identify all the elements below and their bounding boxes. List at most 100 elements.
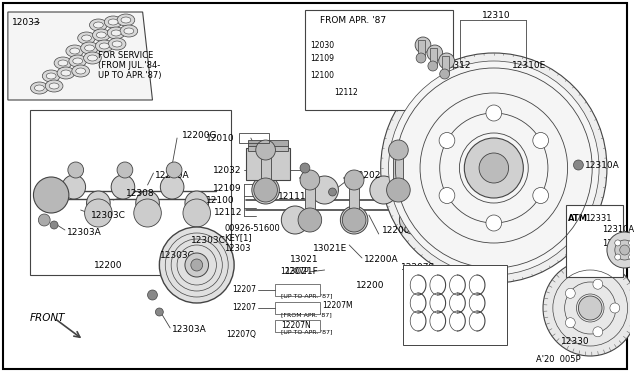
Text: 12200: 12200 <box>94 260 122 269</box>
Text: 12200A: 12200A <box>364 256 399 264</box>
Circle shape <box>615 254 621 260</box>
Bar <box>418 40 425 58</box>
Text: 12303A: 12303A <box>67 228 102 237</box>
Text: UP TO APR.'87): UP TO APR.'87) <box>99 71 162 80</box>
Circle shape <box>387 178 410 202</box>
Circle shape <box>33 177 69 213</box>
Ellipse shape <box>97 32 106 38</box>
Bar <box>29 110 231 275</box>
Text: 12303C: 12303C <box>90 211 125 219</box>
Text: A'20  005P: A'20 005P <box>536 356 580 365</box>
Circle shape <box>439 53 454 69</box>
Ellipse shape <box>31 82 48 94</box>
Text: [UP TO APR. '87]: [UP TO APR. '87] <box>282 294 333 298</box>
Text: 12111: 12111 <box>278 192 307 201</box>
Text: 12303: 12303 <box>224 244 251 253</box>
Text: 12310A: 12310A <box>586 160 620 170</box>
Ellipse shape <box>108 19 118 25</box>
Circle shape <box>486 105 502 121</box>
Text: 12333: 12333 <box>602 238 628 247</box>
Circle shape <box>156 308 163 316</box>
Text: 12207: 12207 <box>232 304 256 312</box>
Circle shape <box>593 279 603 289</box>
Text: 12100: 12100 <box>205 196 234 205</box>
Circle shape <box>388 61 599 275</box>
Bar <box>275 284 320 296</box>
Text: 12207S: 12207S <box>401 263 436 273</box>
Ellipse shape <box>49 83 59 89</box>
Text: 12200: 12200 <box>356 280 385 289</box>
Circle shape <box>282 206 309 234</box>
Circle shape <box>300 163 310 173</box>
Text: 12112: 12112 <box>214 208 242 217</box>
Text: 32202: 32202 <box>352 170 381 180</box>
Text: 13021: 13021 <box>290 256 319 264</box>
Circle shape <box>415 37 431 53</box>
Ellipse shape <box>95 40 113 52</box>
Text: 12310A: 12310A <box>602 224 634 234</box>
Ellipse shape <box>66 45 84 57</box>
Circle shape <box>86 191 110 215</box>
Text: 12312: 12312 <box>443 61 471 70</box>
Circle shape <box>439 132 455 148</box>
Ellipse shape <box>84 45 95 51</box>
Circle shape <box>381 53 607 283</box>
Ellipse shape <box>76 68 86 74</box>
Circle shape <box>620 245 630 255</box>
Circle shape <box>439 187 455 203</box>
Circle shape <box>427 45 443 61</box>
Circle shape <box>256 140 275 160</box>
Text: 12330: 12330 <box>561 337 589 346</box>
Bar <box>248 140 288 146</box>
Ellipse shape <box>77 32 95 44</box>
Circle shape <box>134 199 161 227</box>
Text: 12200G: 12200G <box>182 131 218 140</box>
Circle shape <box>161 175 184 199</box>
Ellipse shape <box>58 60 68 66</box>
Circle shape <box>593 327 603 337</box>
Circle shape <box>340 206 368 234</box>
Circle shape <box>486 215 502 231</box>
Circle shape <box>148 290 157 300</box>
Text: 12303A: 12303A <box>172 326 207 334</box>
Text: 12200G: 12200G <box>381 225 417 234</box>
Ellipse shape <box>93 22 103 28</box>
Ellipse shape <box>108 27 125 39</box>
Ellipse shape <box>72 65 90 77</box>
Circle shape <box>84 199 112 227</box>
Circle shape <box>628 254 635 260</box>
Ellipse shape <box>88 55 97 61</box>
Circle shape <box>479 153 509 183</box>
Circle shape <box>428 61 438 71</box>
Text: 12010: 12010 <box>205 134 234 142</box>
Bar <box>394 150 403 190</box>
Ellipse shape <box>111 30 121 36</box>
Bar <box>246 148 290 180</box>
Text: 12310E: 12310E <box>511 61 546 70</box>
Ellipse shape <box>108 38 126 50</box>
Bar <box>430 48 436 66</box>
Circle shape <box>185 191 209 215</box>
Text: 13021F: 13021F <box>285 267 319 276</box>
Circle shape <box>565 318 575 328</box>
Text: 12032: 12032 <box>212 166 241 174</box>
Ellipse shape <box>54 57 72 69</box>
Bar <box>239 133 269 143</box>
Ellipse shape <box>82 35 92 41</box>
Circle shape <box>399 206 427 234</box>
Circle shape <box>615 240 634 260</box>
Ellipse shape <box>35 85 44 91</box>
Text: 12207M: 12207M <box>323 301 353 310</box>
Ellipse shape <box>42 70 60 82</box>
Bar <box>260 150 271 190</box>
Ellipse shape <box>90 19 108 31</box>
Circle shape <box>533 187 548 203</box>
Ellipse shape <box>70 48 80 54</box>
Bar <box>566 205 623 277</box>
Circle shape <box>191 259 203 271</box>
Text: 12200A: 12200A <box>156 170 190 180</box>
Text: KEY[1]: KEY[1] <box>224 234 252 243</box>
Ellipse shape <box>61 70 71 76</box>
Ellipse shape <box>45 80 63 92</box>
Circle shape <box>342 208 366 232</box>
